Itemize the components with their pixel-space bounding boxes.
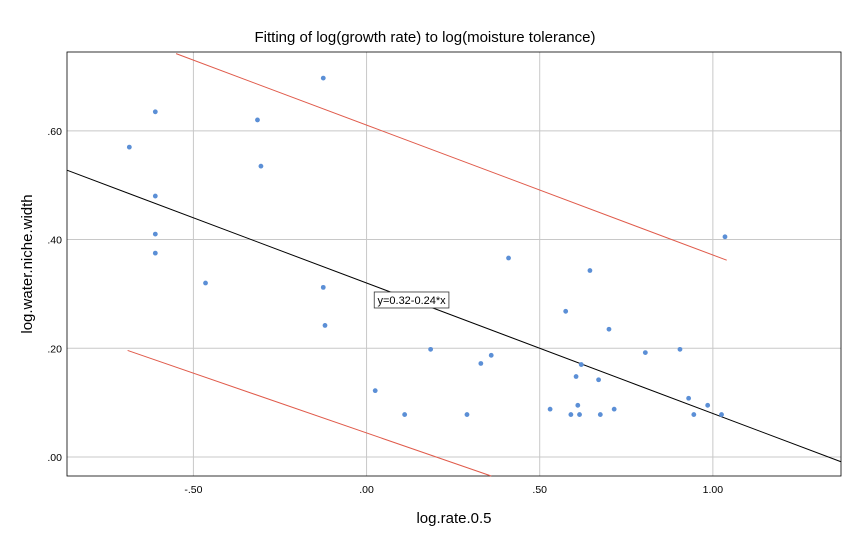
data-point [642,350,648,356]
data-point [578,362,584,367]
data-point [563,308,569,314]
equation-label: y=0.32-0.24*x [373,291,450,309]
data-point [488,352,494,358]
prediction-interval-lines [127,53,727,477]
data-point [587,268,593,273]
data-point [719,412,724,417]
fit-line [66,169,842,463]
data-point [126,144,132,150]
data-point [478,361,484,366]
data-point [722,234,728,240]
data-point [320,75,326,81]
data-point [568,412,574,417]
data-point [506,255,511,261]
y-tick-label: .40 [47,235,62,247]
data-point [322,323,328,328]
grid [67,52,841,476]
equation-box [373,291,450,309]
x-tick-label: 1.00 [703,484,724,496]
data-point [258,163,264,169]
data-point [372,388,378,394]
data-point [152,231,158,237]
data-point [573,374,579,379]
data-point [575,402,581,408]
data-point [577,412,582,417]
y-tick-label: .20 [47,343,62,355]
data-point [152,250,158,256]
data-point [152,193,158,199]
data-point [677,346,683,352]
data-points [126,75,728,417]
data-point [152,109,158,115]
data-point [402,412,408,417]
data-point [428,346,434,352]
x-tick-label: .00 [359,484,374,496]
chart-title: Fitting of log(growth rate) to log(moist… [255,29,596,46]
y-axis-label: log.water.niche.width [19,194,36,333]
lower-interval-line [127,349,492,477]
data-point [686,395,692,401]
data-point [547,406,553,412]
data-point [320,284,326,290]
data-point [203,280,208,286]
data-point [606,326,612,332]
tick-labels: -.50 .00 .50 1.00 .00 .20 .40 .60 [47,126,723,496]
x-tick-label: .50 [532,484,547,496]
x-tick-label: -.50 [184,484,202,496]
upper-interval-line [175,53,727,261]
x-axis-label: log.rate.0.5 [416,510,491,527]
data-point [705,402,711,408]
data-point [596,377,601,383]
plot-frame [66,51,842,477]
data-point [691,412,697,417]
data-point [255,117,260,123]
y-tick-label: .60 [47,126,62,138]
data-point [464,412,470,417]
data-point [597,412,603,417]
equation-text: y=0.32-0.24*x [377,295,446,307]
fit-line-group [66,169,842,463]
y-tick-label: .00 [47,452,62,464]
data-point [611,406,617,412]
